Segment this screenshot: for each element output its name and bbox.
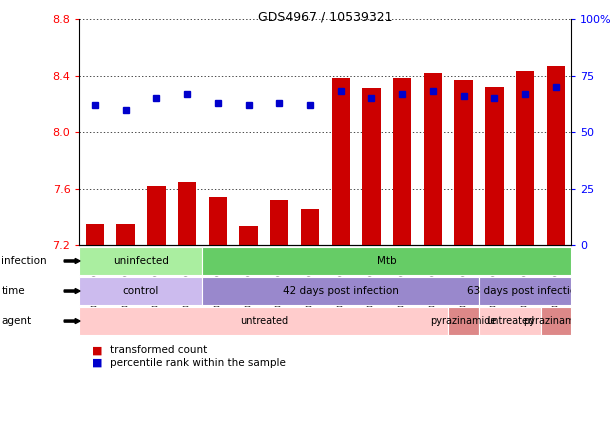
Text: untreated: untreated [240, 316, 288, 326]
Text: uninfected: uninfected [113, 256, 169, 266]
Text: percentile rank within the sample: percentile rank within the sample [110, 358, 286, 368]
Text: 42 days post infection: 42 days post infection [283, 286, 398, 296]
Bar [332, 78, 350, 245]
Bar [393, 78, 411, 245]
Text: pyrazinamide: pyrazinamide [431, 316, 497, 326]
Text: transformed count: transformed count [110, 345, 207, 355]
Text: time: time [1, 286, 25, 296]
Bar [541, 307, 571, 335]
Text: 63 days post infection: 63 days post infection [467, 286, 583, 296]
Bar [301, 209, 319, 245]
Bar [270, 200, 288, 245]
Bar [178, 182, 196, 245]
Bar [79, 307, 448, 335]
Bar [79, 277, 202, 305]
Bar [86, 224, 104, 245]
Bar [516, 71, 535, 245]
Text: infection: infection [1, 256, 47, 266]
Bar [79, 247, 202, 275]
Bar [424, 73, 442, 245]
Bar [455, 80, 473, 245]
Text: pyrazinamide: pyrazinamide [523, 316, 589, 326]
Bar [116, 224, 135, 245]
Bar [240, 225, 258, 245]
Text: untreated: untreated [486, 316, 534, 326]
Bar [362, 88, 381, 245]
Text: Mtb: Mtb [377, 256, 397, 266]
Bar [479, 307, 541, 335]
Text: control: control [123, 286, 159, 296]
Bar [202, 277, 479, 305]
Text: ■: ■ [92, 345, 102, 355]
Bar [147, 186, 166, 245]
Bar [202, 247, 571, 275]
Text: agent: agent [1, 316, 31, 326]
Bar [547, 66, 565, 245]
Bar [448, 307, 479, 335]
Bar [485, 87, 503, 245]
Text: ■: ■ [92, 358, 102, 368]
Bar [479, 277, 571, 305]
Bar [208, 197, 227, 245]
Text: GDS4967 / 10539321: GDS4967 / 10539321 [258, 11, 393, 24]
